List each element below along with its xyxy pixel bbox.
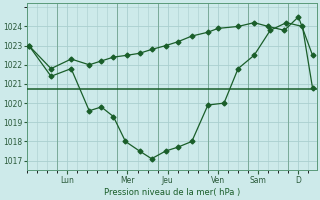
X-axis label: Pression niveau de la mer( hPa ): Pression niveau de la mer( hPa ) bbox=[104, 188, 240, 197]
